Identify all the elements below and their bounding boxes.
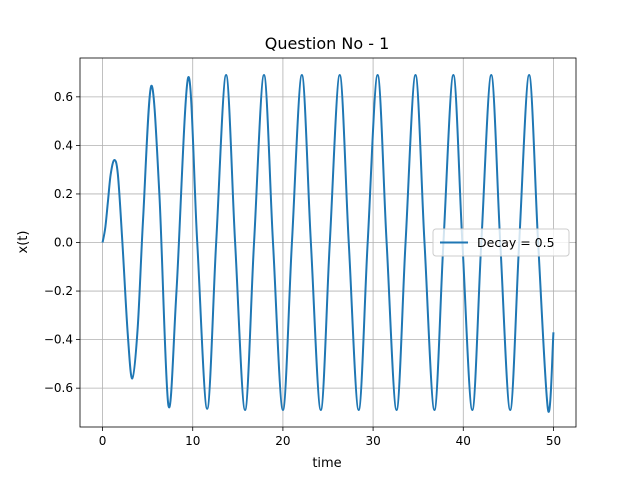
grid [80, 58, 576, 427]
y-tick-label: 0.0 [54, 236, 73, 250]
y-tick-label: −0.6 [44, 381, 73, 395]
series-line-decay-0-5 [101, 73, 555, 413]
x-tick-label: 50 [546, 434, 561, 448]
y-tick-label: −0.2 [44, 284, 73, 298]
x-tick-label: 40 [456, 434, 471, 448]
y-tick-label: 0.6 [54, 90, 73, 104]
x-tick-label: 0 [99, 434, 107, 448]
legend-label-decay: Decay = 0.5 [477, 235, 555, 250]
y-tick-label: −0.4 [44, 333, 73, 347]
x-tick-label: 10 [185, 434, 200, 448]
x-axis: 0 10 20 30 40 50 [99, 427, 561, 448]
series-layer [101, 73, 555, 413]
legend: Decay = 0.5 [432, 228, 570, 257]
x-tick-label: 20 [275, 434, 290, 448]
y-tick-label: 0.4 [54, 138, 73, 152]
y-axis-label: x(t) [16, 231, 31, 254]
legend-box [432, 228, 570, 257]
y-tick-label: 0.2 [54, 187, 73, 201]
x-axis-label: time [312, 456, 341, 471]
chart-title: Question No - 1 [265, 34, 390, 53]
x-tick-label: 30 [365, 434, 380, 448]
y-axis: −0.6 −0.4 −0.2 0.0 0.2 0.4 0.6 [44, 90, 80, 395]
